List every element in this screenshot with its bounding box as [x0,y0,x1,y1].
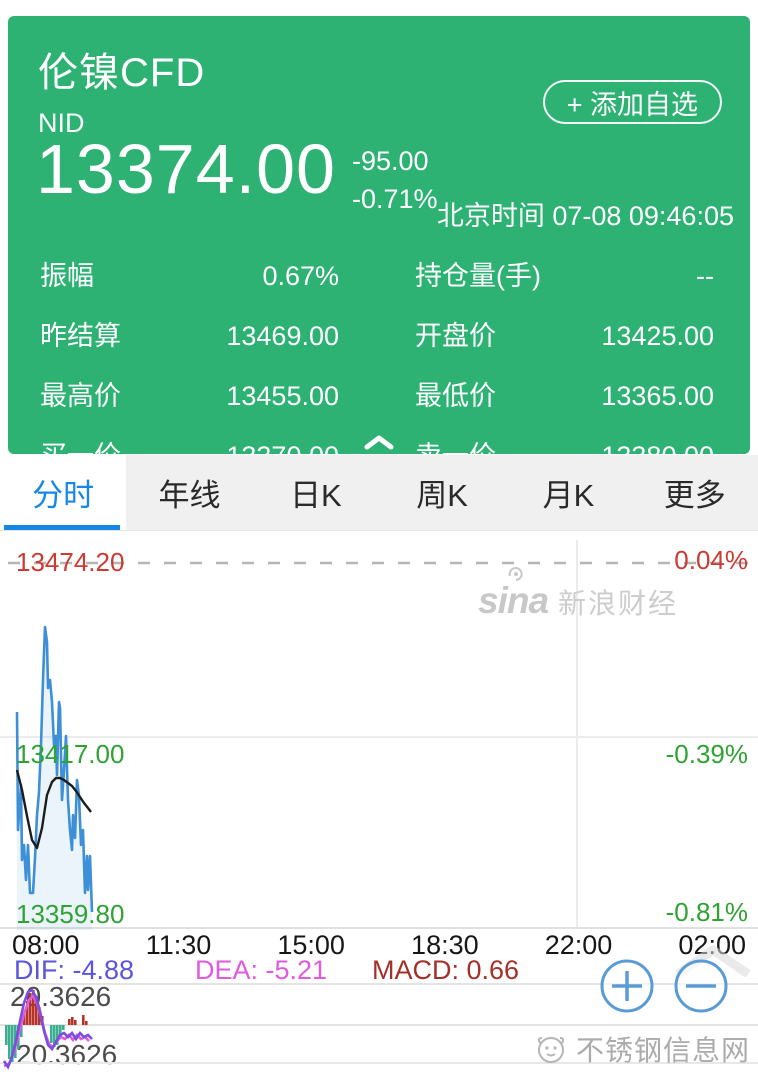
symbol-code: NID [38,108,85,138]
indicator-lower-bound: 20.3626 [16,1039,118,1070]
price-change-block: -95.00 -0.71% [352,126,438,218]
price-block: 13374.00 -95.00 -0.71% [36,126,438,218]
site-watermark-text: 不锈钢信息网 [575,1035,750,1066]
minus-icon [674,959,728,1013]
tab-minute[interactable]: 分时 [0,455,127,530]
price-series-layer [15,625,94,930]
tab-weekly-k[interactable]: 周K [416,478,468,513]
stat-value: 13365.00 [601,381,714,411]
stat-label: 最高价 [40,381,121,411]
dif-value-label: DIF: -4.88 [14,955,135,985]
collapse-panel-button[interactable] [364,434,394,450]
stat-label: 振幅 [40,261,94,291]
price-change-pct: -0.71% [351,184,438,214]
stat-label: 昨结算 [40,321,121,351]
last-price: 13374.00 [36,130,336,208]
site-logo-icon [537,1037,565,1063]
macd-value-label: MACD: 0.66 [372,955,520,985]
site-watermark: 不锈钢信息网 [534,1029,750,1069]
quote-header-card: 伦镍CFD NID + 添加自选 13374.00 -95.00 -0.71% … [8,16,750,471]
minute-chart-canvas [0,540,758,930]
chevron-up-icon [364,435,394,450]
macd-series-layer [2,988,93,1070]
stat-open-price: 开盘价 13425.00 [415,314,714,353]
stat-label: 最低价 [415,381,496,411]
stat-value: 0.67% [262,261,339,291]
time-tick: 11:30 [145,930,212,960]
dea-value-label: DEA: -5.21 [195,955,328,985]
stat-value: 13425.00 [601,321,714,351]
price-change: -95.00 [351,146,429,176]
tab-more[interactable]: 更多 [663,478,726,513]
stat-amplitude: 振幅 0.67% [40,254,339,293]
sina-logo: sina [478,580,549,621]
plus-icon [600,959,654,1013]
add-watchlist-button[interactable]: + 添加自选 [542,80,722,124]
macd-panel: DIF: -4.88 DEA: -5.21 MACD: 0.66 20.3626… [0,945,758,1079]
time-axis: 08:00 11:30 15:00 18:30 22:00 02:00 [0,930,758,960]
sina-watermark-text: 新浪财经 [558,588,679,619]
stat-open-interest: 持仓量(手) -- [415,254,714,293]
time-tick: 15:00 [277,930,345,960]
sina-watermark: sina 新浪财经 [478,567,679,622]
stat-value: 13455.00 [226,381,339,411]
beijing-time: 北京时间 07-08 09:46:05 [436,201,734,231]
lower-price-label: 13359.80 [16,899,125,929]
tab-monthly-k[interactable]: 月K [542,478,595,513]
tab-yearly[interactable]: 年线 [158,478,221,513]
time-tick: 18:30 [411,930,479,960]
stat-low-price: 最低价 13365.00 [415,374,714,413]
upper-price-label: 13474.20 [16,547,125,577]
page-title: 伦镍CFD [38,51,206,95]
quote-stats-grid: 振幅 0.67% 持仓量(手) -- 昨结算 13469.00 开盘价 1342… [40,254,714,473]
lower-pct-label: -0.81% [665,897,748,927]
zoom-in-button[interactable] [599,958,655,1014]
time-tick: 22:00 [544,930,613,960]
stat-label: 开盘价 [415,321,496,351]
stat-label: 持仓量(手) [415,261,541,291]
mid-pct-label: -0.39% [665,739,748,769]
stat-high-price: 最高价 13455.00 [40,374,339,413]
zoom-out-button[interactable] [673,958,729,1014]
stat-value: 13469.00 [226,321,339,351]
mid-price-label: 13417.00 [16,739,125,769]
stat-prev-settle: 昨结算 13469.00 [40,314,339,353]
stat-value: -- [696,261,714,291]
minute-chart[interactable]: 13474.20 0.04% 13417.00 -0.39% 13359.80 … [0,540,758,930]
period-tabbar: 分时 年线 日K 周K 月K 更多 [0,455,758,531]
tab-daily-k[interactable]: 日K [289,478,342,513]
time-tick: 08:00 [12,930,80,960]
sina-eye-icon [508,566,524,582]
upper-pct-label: 0.04% [674,545,748,575]
